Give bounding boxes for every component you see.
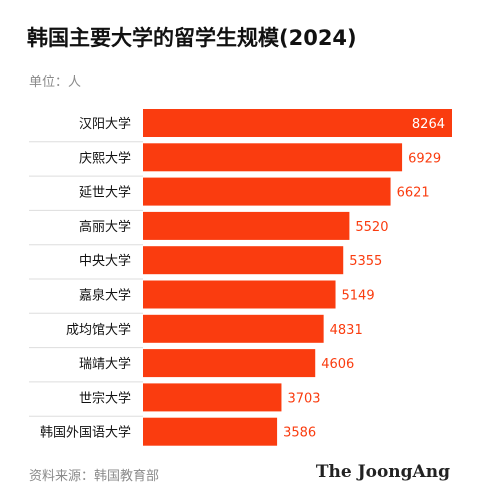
value-label: 8264	[412, 117, 445, 132]
category-label: 韩国外国语大学	[40, 425, 131, 441]
value-label: 5149	[342, 289, 375, 304]
bar	[143, 211, 350, 240]
bar	[143, 314, 324, 343]
bar	[143, 280, 336, 309]
category-label: 成均馆大学	[66, 322, 131, 338]
category-label: 延世大学	[79, 185, 131, 201]
value-label: 3586	[283, 426, 316, 441]
unit-label: 单位：人	[29, 75, 82, 90]
value-label: 6929	[408, 151, 441, 166]
category-label: 瑞靖大学	[79, 356, 131, 372]
category-label: 嘉泉大学	[79, 288, 131, 304]
category-label: 世宗大学	[79, 390, 131, 406]
value-label: 5355	[349, 254, 382, 269]
value-label: 3703	[287, 391, 320, 406]
value-label: 6621	[397, 186, 430, 201]
bar	[143, 417, 278, 446]
bar-chart: 汉阳大学 8264 庆熙大学 6929 延世大学 6621 高丽大学 5520 中央大学 5355…	[29, 109, 452, 446]
bar	[143, 143, 403, 172]
chart-title: 韩国主要大学的留学生规模(2024)	[27, 26, 357, 50]
bar	[143, 349, 316, 378]
bar	[143, 177, 391, 206]
value-label: 4831	[330, 323, 363, 338]
category-label: 庆熙大学	[79, 150, 131, 166]
value-label: 5520	[355, 220, 388, 235]
category-label: 高丽大学	[79, 219, 131, 235]
bar	[143, 383, 282, 412]
category-label: 汉阳大学	[79, 116, 131, 132]
source-note: 资料来源：韩国教育部	[29, 469, 160, 484]
brand-logo: The JoongAng	[315, 462, 450, 482]
bar	[143, 246, 344, 275]
category-label: 中央大学	[79, 253, 131, 269]
value-label: 4606	[321, 357, 354, 372]
bar	[143, 109, 452, 137]
